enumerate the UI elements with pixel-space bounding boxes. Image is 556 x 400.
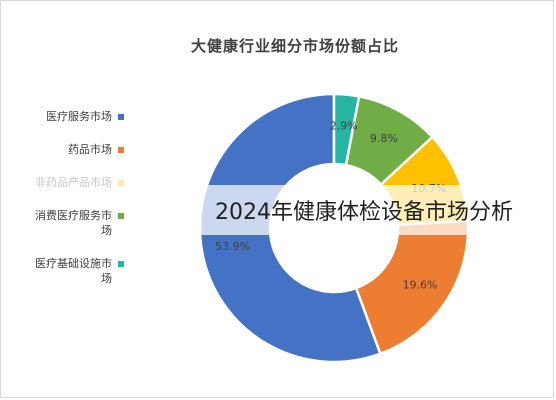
legend: 医疗服务市场 药品市场 非药品产品市场 消费医疗服务市场 医疗基础设施市场 (19, 109, 124, 304)
slice-medical-infrastructure (332, 92, 361, 167)
legend-swatch (118, 147, 124, 153)
legend-label: 消费医疗服务市场 (35, 209, 112, 237)
legend-swatch (118, 114, 124, 120)
legend-item-non-drug-market: 非药品产品市场 (19, 175, 124, 190)
legend-swatch (118, 180, 124, 186)
legend-label: 医疗服务市场 (46, 110, 112, 123)
data-label-medical-services: 53.9% (215, 240, 250, 253)
legend-item-drug-market: 药品市场 (19, 142, 124, 157)
legend-item-medical-services: 医疗服务市场 (19, 109, 124, 124)
legend-item-consumer-medical: 消费医疗服务市场 (19, 208, 124, 238)
legend-swatch (118, 213, 124, 219)
overlay-banner: 2024年健康体检设备市场分析 (197, 185, 553, 235)
data-label-medical-infrastructure: 2.9% (330, 119, 358, 132)
legend-label: 医疗基础设施市场 (35, 257, 112, 285)
legend-label: 非药品产品市场 (35, 176, 112, 189)
overlay-text: 2024年健康体检设备市场分析 (215, 200, 513, 225)
data-label-consumer-medical: 9.8% (370, 132, 398, 145)
legend-item-medical-infrastructure: 医疗基础设施市场 (19, 256, 124, 286)
legend-label: 药品市场 (68, 143, 112, 156)
data-label-drug-market: 19.6% (403, 279, 438, 292)
donut-data-labels: 53.9%19.6%10.7%9.8%2.9% (215, 119, 446, 291)
chart-title: 大健康行业细分市场份额占比 (191, 37, 400, 55)
legend-swatch (118, 261, 124, 267)
